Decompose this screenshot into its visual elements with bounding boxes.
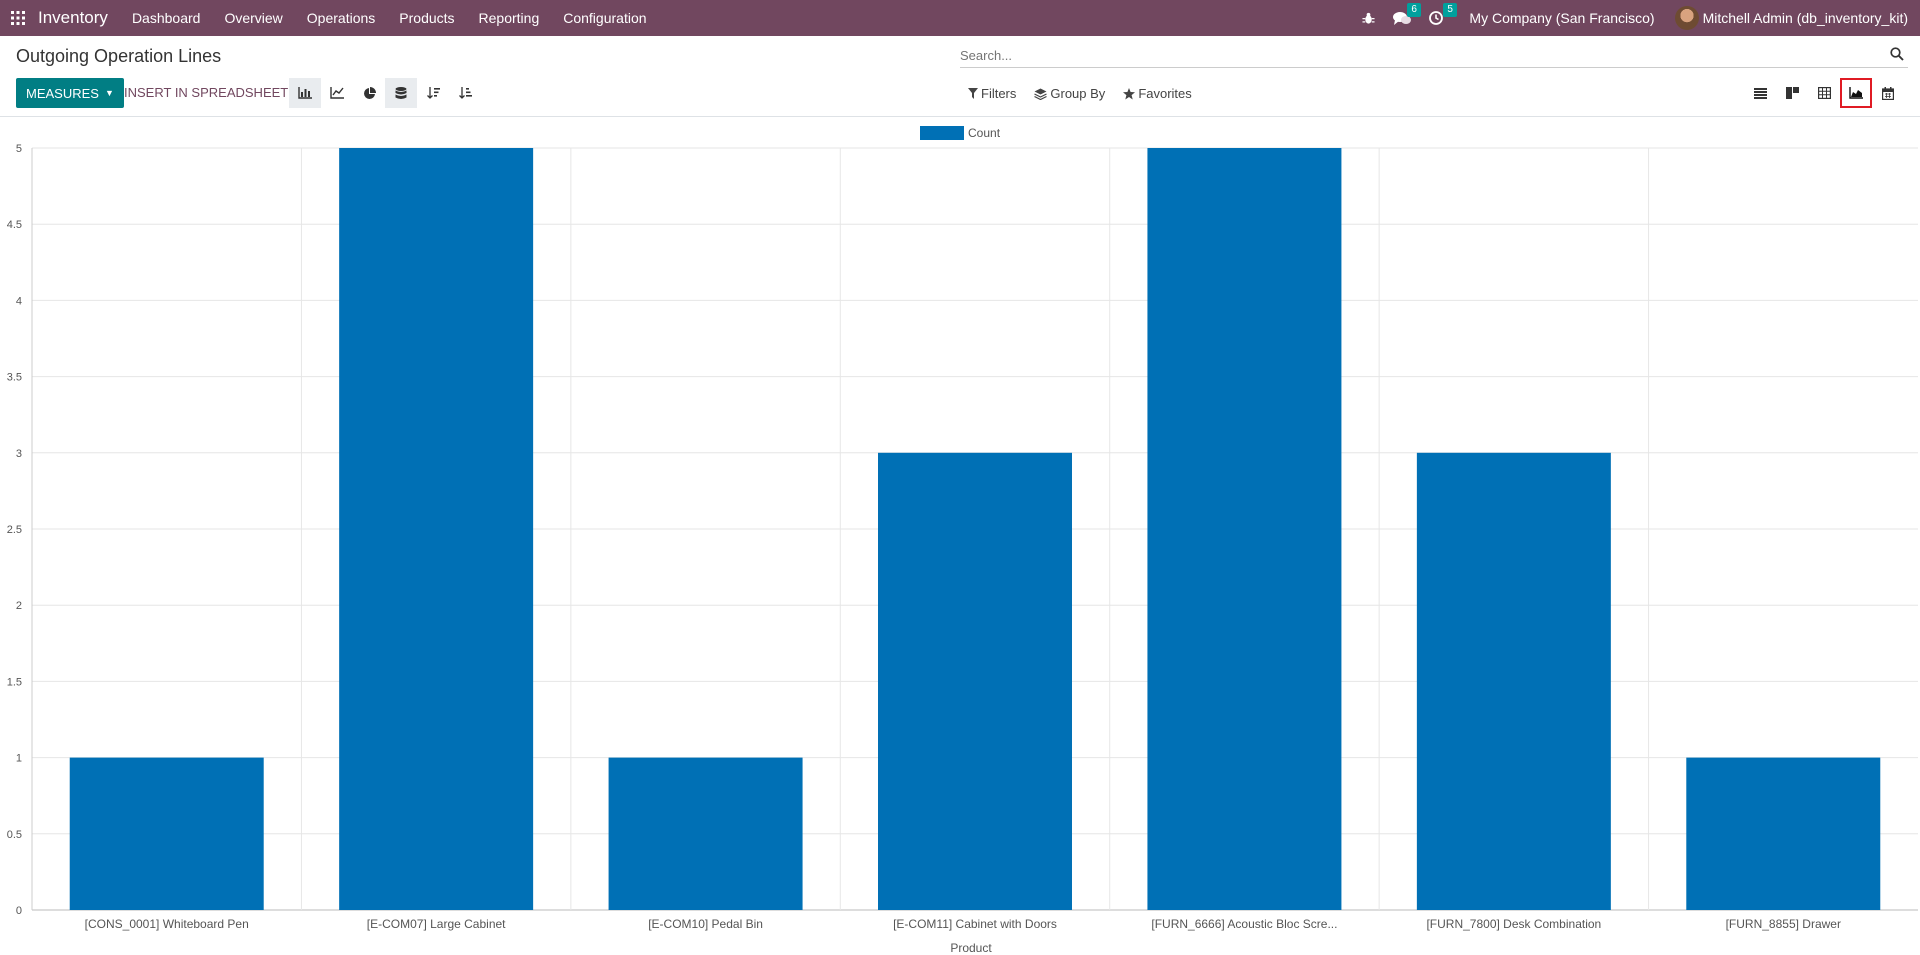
y-tick-label: 1.5 bbox=[7, 676, 22, 688]
menu-dashboard[interactable]: Dashboard bbox=[131, 10, 201, 26]
x-axis-label: Product bbox=[950, 941, 992, 953]
apps-menu-icon[interactable] bbox=[0, 0, 36, 36]
control-panel-divider bbox=[0, 116, 1920, 117]
x-tick-label: [E-COM11] Cabinet with Doors bbox=[893, 917, 1057, 931]
bar bbox=[608, 757, 803, 910]
x-tick-label: [FURN_8855] Drawer bbox=[1726, 917, 1841, 931]
database-stack-icon bbox=[395, 86, 407, 99]
bar bbox=[1416, 452, 1611, 910]
calendar-icon bbox=[1882, 86, 1894, 100]
kanban-view-button[interactable] bbox=[1776, 78, 1808, 108]
star-icon bbox=[1123, 87, 1136, 99]
pie-chart-icon bbox=[363, 86, 376, 99]
search-input[interactable] bbox=[960, 48, 1860, 63]
legend-swatch bbox=[920, 126, 964, 140]
line-chart-icon bbox=[330, 87, 344, 99]
y-tick-label: 3 bbox=[16, 448, 22, 460]
x-tick-label: [E-COM07] Large Cabinet bbox=[367, 917, 506, 931]
line-chart-mode-button[interactable] bbox=[321, 78, 353, 108]
bar bbox=[1147, 148, 1342, 910]
list-icon bbox=[1753, 87, 1767, 99]
top-navbar: Inventory Dashboard Overview Operations … bbox=[0, 0, 1920, 36]
activities-count-badge: 5 bbox=[1443, 3, 1457, 17]
y-tick-label: 5 bbox=[16, 143, 22, 155]
menu-overview[interactable]: Overview bbox=[224, 10, 283, 26]
filters-label: Filters bbox=[981, 86, 1017, 101]
y-tick-label: 0.5 bbox=[7, 829, 22, 841]
company-switcher[interactable]: My Company (San Francisco) bbox=[1469, 10, 1655, 26]
debug-bug-icon[interactable] bbox=[1362, 12, 1375, 25]
area-chart-icon bbox=[1849, 87, 1863, 99]
stacked-toggle-button[interactable] bbox=[385, 78, 417, 108]
menu-products[interactable]: Products bbox=[399, 10, 455, 26]
page-title: Outgoing Operation Lines bbox=[16, 46, 222, 66]
legend-label: Count bbox=[968, 126, 1001, 140]
search-icon[interactable] bbox=[1890, 47, 1904, 64]
activity-clock-icon[interactable]: 5 bbox=[1429, 3, 1457, 25]
group-by-button[interactable]: Group By bbox=[1034, 86, 1105, 101]
menu-reporting[interactable]: Reporting bbox=[478, 10, 540, 26]
y-tick-label: 1 bbox=[16, 753, 22, 765]
x-tick-label: [FURN_7800] Desk Combination bbox=[1426, 917, 1601, 931]
pivot-view-button[interactable] bbox=[1808, 78, 1840, 108]
menu-operations[interactable]: Operations bbox=[306, 10, 376, 26]
filter-icon bbox=[968, 88, 978, 99]
user-name: Mitchell Admin (db_inventory_kit) bbox=[1702, 10, 1908, 26]
search-bar bbox=[960, 44, 1908, 68]
messages-icon[interactable]: 6 bbox=[1393, 2, 1421, 26]
bar-chart-icon bbox=[298, 87, 312, 99]
search-options: Filters Group By Favorites bbox=[968, 86, 1210, 101]
bar-chart-mode-button[interactable] bbox=[289, 78, 321, 108]
calendar-view-button[interactable] bbox=[1872, 78, 1904, 108]
x-tick-label: [E-COM10] Pedal Bin bbox=[648, 917, 763, 931]
layers-icon bbox=[1034, 88, 1048, 100]
user-menu[interactable]: Mitchell Admin (db_inventory_kit) bbox=[1674, 6, 1908, 30]
bar-chart: 0 0.5 1 1.5 2 2.5 3 3.5 4 4.5 5 [CONS_0001] Whitebo… bbox=[7, 126, 1918, 953]
y-tick-label: 4 bbox=[16, 295, 22, 307]
graph-mode-toolbar bbox=[289, 78, 481, 108]
y-tick-label: 3.5 bbox=[7, 372, 22, 384]
menu-configuration[interactable]: Configuration bbox=[563, 10, 647, 26]
group-by-label: Group By bbox=[1050, 86, 1106, 101]
measures-label: MEASURES bbox=[26, 85, 99, 101]
y-tick-label: 0 bbox=[16, 905, 22, 917]
bar bbox=[339, 148, 534, 910]
caret-down-icon: ▼ bbox=[104, 88, 114, 98]
filters-button[interactable]: Filters bbox=[968, 86, 1016, 101]
x-tick-label: [FURN_6666] Acoustic Bloc Scre... bbox=[1151, 917, 1337, 931]
sort-ascending-icon bbox=[458, 87, 472, 99]
bar bbox=[1686, 757, 1881, 910]
list-view-button[interactable] bbox=[1744, 78, 1776, 108]
view-switcher bbox=[1744, 78, 1904, 108]
insert-in-spreadsheet-button[interactable]: INSERT IN SPREADSHEET bbox=[124, 85, 289, 100]
bar bbox=[878, 452, 1072, 910]
sort-ascending-button[interactable] bbox=[449, 78, 481, 108]
table-icon bbox=[1817, 87, 1831, 99]
avatar bbox=[1674, 6, 1699, 30]
favorites-button[interactable]: Favorites bbox=[1123, 86, 1192, 101]
x-tick-label: [CONS_0001] Whiteboard Pen bbox=[85, 917, 249, 931]
sort-descending-icon bbox=[426, 87, 440, 99]
favorites-label: Favorites bbox=[1138, 86, 1192, 101]
app-brand[interactable]: Inventory bbox=[38, 8, 108, 27]
bar bbox=[69, 757, 264, 910]
graph-view-button[interactable] bbox=[1840, 78, 1872, 108]
y-tick-label: 2.5 bbox=[7, 524, 22, 536]
kanban-icon bbox=[1785, 87, 1799, 99]
measures-button[interactable]: MEASURES ▼ bbox=[16, 78, 124, 108]
pie-chart-mode-button[interactable] bbox=[353, 78, 385, 108]
sort-descending-button[interactable] bbox=[417, 78, 449, 108]
y-tick-label: 4.5 bbox=[7, 219, 22, 231]
messages-count-badge: 6 bbox=[1407, 2, 1421, 17]
y-tick-label: 2 bbox=[16, 600, 22, 612]
